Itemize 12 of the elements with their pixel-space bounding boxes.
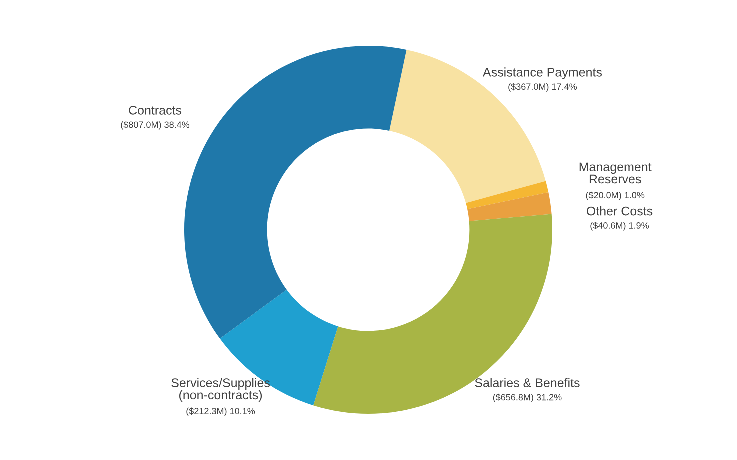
- slice-label: Other Costs: [586, 206, 653, 216]
- data-label: ($40.6M) 1.9%: [590, 222, 650, 231]
- data-label: ($656.8M) 31.2%: [493, 394, 562, 402]
- data-label: ($212.3M) 10.1%: [186, 408, 256, 416]
- slice-label: Management Reserves: [580, 162, 652, 184]
- slice-label: Services/Supplies (non-contracts): [172, 378, 270, 402]
- slice-label: Salaries & Benefits: [475, 378, 580, 388]
- slice-label: Assistance Payments: [482, 68, 602, 80]
- data-label: ($807.0M) 38.4%: [121, 121, 190, 130]
- slice-label: Contracts: [129, 106, 182, 115]
- data-label: ($20.0M) 1.0%: [586, 192, 645, 200]
- data-label: ($367.0M) 17.4%: [508, 83, 578, 92]
